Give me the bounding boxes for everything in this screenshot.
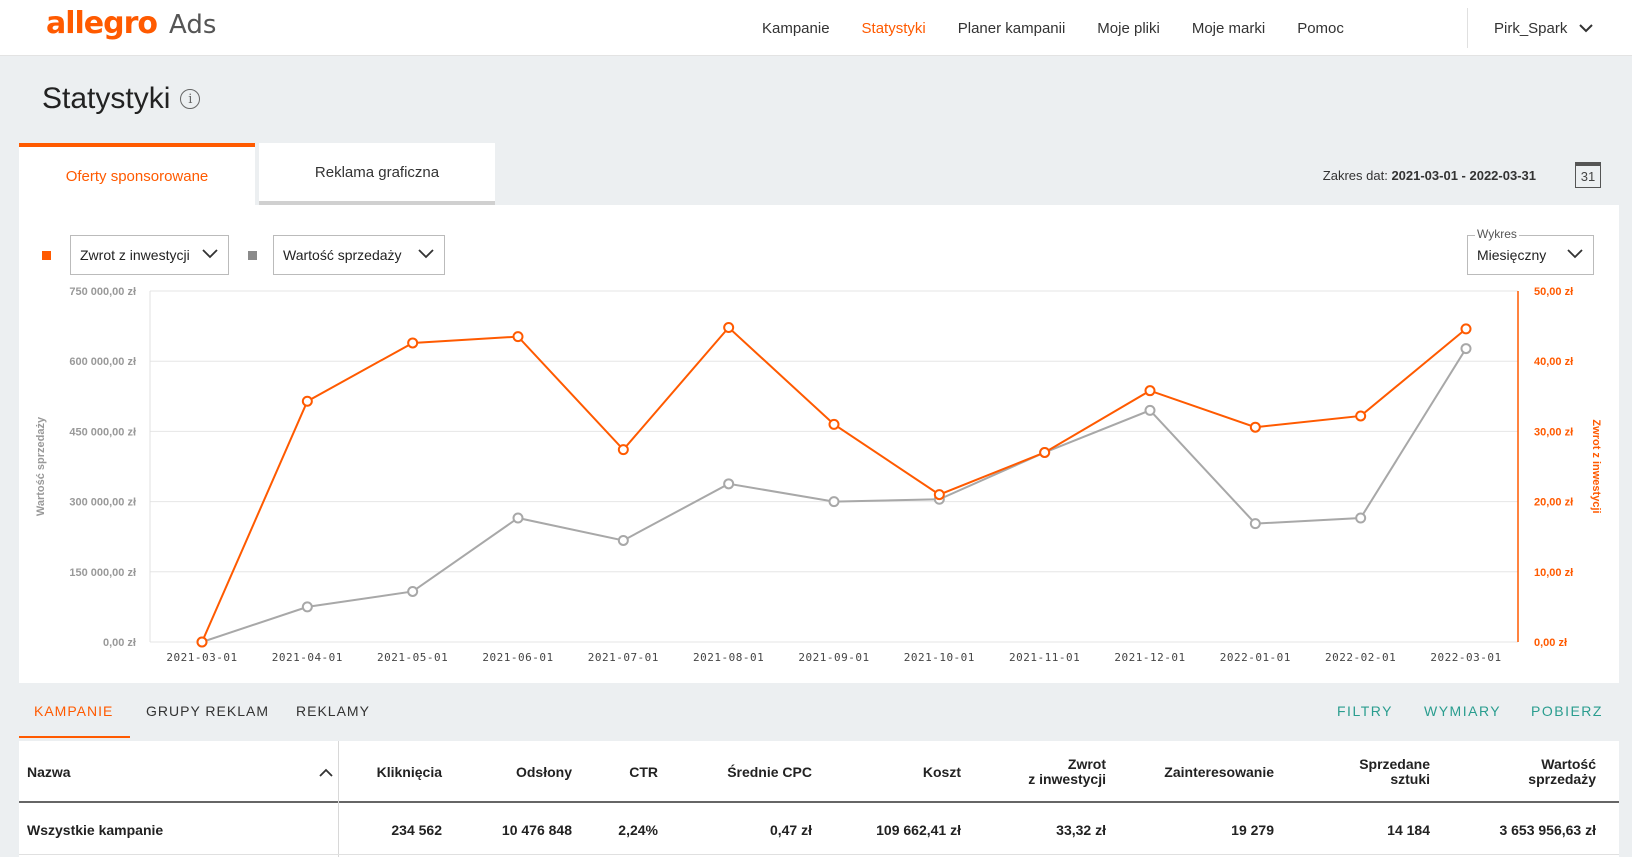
- filtry-button[interactable]: FILTRY: [1337, 703, 1393, 719]
- chart-panel: Zwrot z inwestycji Wartość sprzedaży Wyk…: [19, 205, 1619, 683]
- col-wartosc-sprzedazy[interactable]: Wartość sprzedaży: [1528, 756, 1596, 787]
- cell-views: 10 476 848: [501, 822, 572, 838]
- logo-product: Ads: [169, 10, 217, 40]
- wymiary-button[interactable]: WYMIARY: [1424, 703, 1502, 719]
- tab-reklamy[interactable]: REKLAMY: [296, 703, 370, 719]
- cell-sold: 14 184: [1387, 822, 1430, 838]
- date-range-value: 2021-03-01 - 2022-03-31: [1391, 168, 1536, 183]
- metric1-select[interactable]: Zwrot z inwestycji: [70, 235, 229, 275]
- allegro-ads-logo[interactable]: allegro Ads: [46, 6, 216, 46]
- calendar-icon[interactable]: 31: [1575, 162, 1601, 188]
- col-srednie-cpc[interactable]: Średnie CPC: [727, 764, 812, 780]
- chart-period-label: Wykres: [1475, 227, 1519, 241]
- chevron-down-icon: [1567, 249, 1583, 259]
- metric2-value: Wartość sprzedaży: [283, 247, 402, 263]
- date-range-label: Zakres dat:: [1322, 168, 1388, 183]
- nav-planer-kampanii[interactable]: Planer kampanii: [957, 19, 1066, 37]
- main-nav: Kampanie Statystyki Planer kampanii Moje…: [762, 0, 1376, 56]
- col-klikniecia[interactable]: Kliknięcia: [376, 764, 442, 780]
- campaigns-table: Nazwa Kliknięcia Odsłony CTR Średnie CPC…: [19, 741, 1619, 857]
- cell-ctr: 2,24%: [618, 822, 658, 838]
- column-divider: [338, 741, 339, 857]
- col-odslony[interactable]: Odsłony: [515, 764, 572, 780]
- chevron-down-icon: [418, 249, 434, 259]
- col-nazwa[interactable]: Nazwa: [27, 764, 71, 780]
- user-name: Pirk_Spark: [1494, 19, 1568, 37]
- info-icon[interactable]: i: [180, 89, 201, 109]
- metric1-value: Zwrot z inwestycji: [80, 247, 190, 263]
- cell-interest: 19 279: [1231, 822, 1274, 838]
- col-koszt[interactable]: Koszt: [922, 764, 961, 780]
- metric2-select[interactable]: Wartość sprzedaży: [273, 235, 445, 275]
- cell-value: 3 653 956,63 zł: [1499, 822, 1596, 838]
- chart-period-value: Miesięczny: [1477, 247, 1547, 263]
- user-menu[interactable]: Pirk_Spark: [1467, 8, 1632, 48]
- cell-cpc: 0,47 zł: [769, 822, 812, 838]
- page-title-wrapper: Statystyki i: [42, 82, 201, 116]
- metric1-color-marker: [42, 251, 51, 260]
- date-range[interactable]: Zakres dat: 2021-03-01 - 2022-03-31: [1323, 168, 1536, 183]
- col-zwrot-z-inwestycji[interactable]: Zwrot z inwestycji: [1028, 756, 1106, 787]
- chevron-down-icon: [202, 249, 218, 259]
- chevron-down-icon: [1579, 23, 1594, 32]
- col-sprzedane-sztuki[interactable]: Sprzedane sztuki: [1359, 756, 1430, 787]
- col-ctr[interactable]: CTR: [629, 764, 658, 780]
- nav-pomoc[interactable]: Pomoc: [1297, 19, 1344, 37]
- tab-kampanie[interactable]: KAMPANIE: [34, 703, 114, 719]
- pobierz-button[interactable]: POBIERZ: [1531, 703, 1603, 719]
- nav-moje-pliki[interactable]: Moje pliki: [1097, 19, 1160, 37]
- tab-oferty-sponsorowane[interactable]: Oferty sponsorowane: [19, 143, 255, 205]
- nav-kampanie[interactable]: Kampanie: [762, 19, 830, 37]
- chart-period-select[interactable]: Wykres Miesięczny: [1467, 227, 1594, 275]
- tab-grupy-reklam[interactable]: GRUPY REKLAM: [146, 703, 269, 719]
- table-row[interactable]: Wszystkie kampanie 234 562 10 476 848 2,…: [19, 805, 1619, 855]
- cell-cost: 109 662,41 zł: [876, 822, 961, 838]
- top-bar: allegro Ads Kampanie Statystyki Planer k…: [0, 0, 1632, 56]
- active-tab-underline: [19, 736, 130, 738]
- nav-statystyki[interactable]: Statystyki: [861, 19, 926, 37]
- tab-reklama-graficzna[interactable]: Reklama graficzna: [259, 143, 495, 205]
- page-title: Statystyki: [42, 82, 171, 115]
- cell-clicks: 234 562: [391, 822, 442, 838]
- sort-chevron-up-icon[interactable]: [319, 768, 333, 777]
- logo-brand: allegro: [46, 6, 158, 41]
- metric2-color-marker: [248, 251, 257, 260]
- table-header: Nazwa Kliknięcia Odsłony CTR Średnie CPC…: [19, 741, 1619, 803]
- cell-name[interactable]: Wszystkie kampanie: [27, 822, 164, 838]
- cell-roi: 33,32 zł: [1056, 822, 1106, 838]
- nav-moje-marki[interactable]: Moje marki: [1191, 19, 1266, 37]
- col-zainteresowanie[interactable]: Zainteresowanie: [1164, 764, 1274, 780]
